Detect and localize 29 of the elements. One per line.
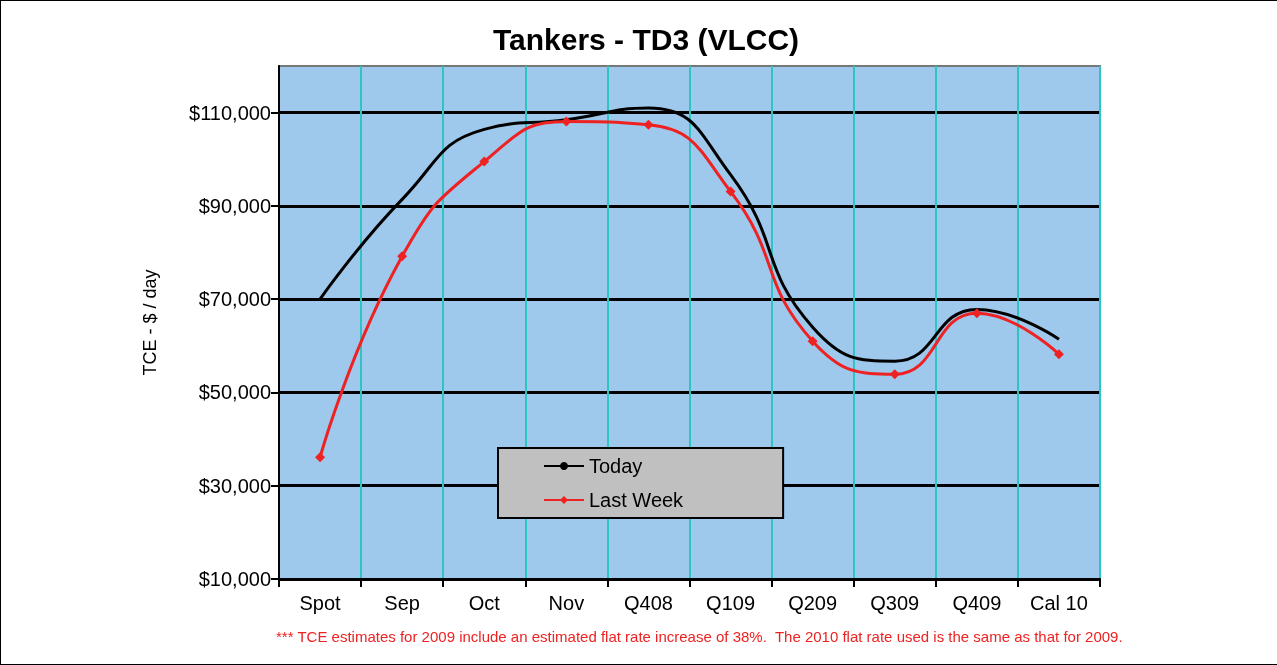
chart-title: Tankers - TD3 (VLCC) bbox=[492, 22, 800, 56]
legend-label: Last Week bbox=[589, 489, 685, 511]
x-tick-label: Q408 bbox=[623, 592, 673, 614]
x-tick-label: Nov bbox=[548, 592, 585, 614]
y-tick-label: $110,000 bbox=[189, 101, 271, 124]
y-tick-label: $70,000 bbox=[198, 288, 271, 311]
y-axis-title: TCE - $ / day bbox=[140, 269, 160, 376]
x-tick-label: Oct bbox=[468, 592, 501, 614]
point bbox=[725, 186, 736, 197]
point bbox=[889, 369, 900, 380]
point bbox=[397, 251, 408, 262]
point bbox=[1053, 349, 1064, 360]
point bbox=[643, 119, 654, 130]
x-tick-label: Sep bbox=[384, 592, 420, 614]
x-tick-label: Q409 bbox=[952, 592, 1002, 614]
x-tick-label: Spot bbox=[299, 592, 342, 614]
x-tick-label: Q209 bbox=[788, 592, 838, 614]
text: *** TCE estimates for 2009 include an estimated flat rate increase of 38%. The 2010 flat rate used is the same as that for 2009. bbox=[276, 628, 1123, 645]
x-tick-label: Q109 bbox=[706, 592, 756, 614]
point bbox=[807, 336, 818, 347]
y-tick-label: $10,000 bbox=[198, 568, 271, 590]
point bbox=[479, 156, 490, 167]
y-tick-label: $50,000 bbox=[198, 381, 271, 404]
legend-label: Today bbox=[589, 455, 643, 477]
x-tick-label: Q309 bbox=[870, 592, 920, 614]
point bbox=[315, 452, 326, 463]
y-tick-label: $90,000 bbox=[198, 194, 271, 217]
y-tick-label: $30,000 bbox=[198, 474, 271, 497]
x-tick-label: Cal 10 bbox=[1030, 592, 1088, 614]
